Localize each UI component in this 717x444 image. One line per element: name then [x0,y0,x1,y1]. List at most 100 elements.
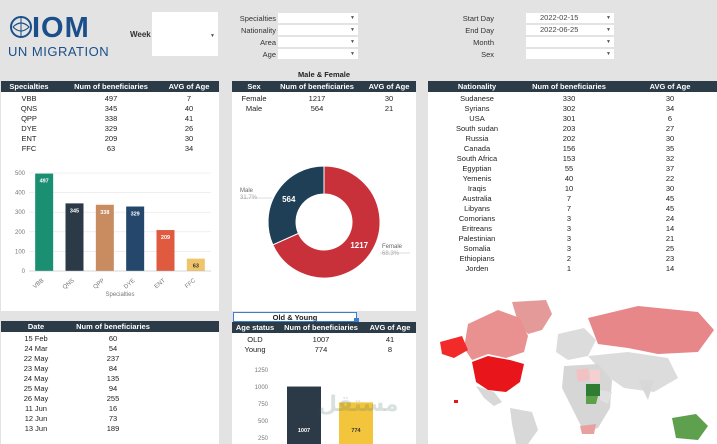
chevron-down-icon: ▼ [606,51,611,57]
table-cell: South sudan [455,124,499,133]
table-cell: QPP [21,114,37,123]
table-cell: 21 [665,234,675,243]
table-cell: USA [469,114,485,123]
table-row: 25 May 94 [1,384,219,394]
sex-panel: Sex Num of beneficiaries AVG of Age Fema… [232,81,416,311]
table-cell: Egyptian [462,164,492,173]
week-dropdown[interactable]: ▼ [152,12,218,56]
table-cell: 15 Feb [24,334,48,343]
world-map[interactable] [428,300,717,444]
table-cell: 1 [566,264,572,273]
area-dropdown[interactable]: ▼ [278,37,358,47]
bar-value-label: 63 [193,264,199,270]
table-cell: 2 [566,254,572,263]
end-day-picker[interactable]: 2022-06-25 ▼ [526,25,614,35]
sex-dropdown[interactable]: ▼ [526,49,614,59]
table-row: VBB 497 7 [1,94,219,104]
table-cell: South Africa [456,154,498,163]
table-cell: 41 [385,335,395,344]
filter-label-sex: Sex [481,50,494,59]
map-mexico [476,386,502,406]
table-cell: 302 [562,104,576,113]
table-cell: 202 [562,134,576,143]
bar-ffc[interactable] [186,258,205,271]
table-cell: 32 [665,154,675,163]
filter-label-end-day: End Day [465,26,494,35]
table-cell: 1217 [308,94,326,103]
map-europe [556,328,596,360]
bar-value-label: 1007 [298,428,310,434]
table-cell: Canada [463,144,491,153]
table-cell: 84 [108,364,118,373]
table-row: Female 1217 30 [232,94,416,104]
age-dropdown[interactable]: ▼ [278,49,358,59]
chevron-down-icon: ▼ [350,15,355,21]
logo-brand: IOM [32,12,90,44]
y-tick-label: 200 [15,230,26,236]
table-cell: Comorians [458,214,496,223]
table-cell: 22 May [23,354,49,363]
table-cell: 22 [665,174,675,183]
chevron-down-icon: ▼ [350,51,355,57]
selection-handle[interactable] [354,318,359,323]
table-row: 15 Feb 60 [1,334,219,344]
map-marker [454,400,458,403]
table-cell: 330 [562,94,576,103]
table-cell: Libyans [464,204,490,213]
bar-dye[interactable] [126,206,145,271]
map-south-america [510,408,538,444]
map-russia [588,306,714,354]
table-cell: 10 [564,184,574,193]
map-horn-of-africa [600,390,612,404]
bar-young[interactable] [339,402,373,444]
specialties-bar-chart: 0 100 200 300 400 500 497 VBB 345 QNS 338 QPP 329 DYE… [15,171,211,298]
table-cell: 3 [566,234,572,243]
bar-value-label: 329 [131,212,140,218]
date-panel: Date Num of beneficiaries 15 Feb 60 24 Mar… [1,321,219,444]
bar-old[interactable] [287,386,321,444]
bar-qpp[interactable] [95,204,114,271]
table-cell: 189 [106,424,120,433]
bar-vbb[interactable] [35,173,54,271]
table-cell: Male [245,104,263,113]
table-cell: 11 Jun [25,404,47,413]
table-cell: Ethiopians [459,254,495,263]
table-row: DYE 329 26 [1,124,219,134]
x-tick-label: VBB [32,278,45,290]
table-cell: 26 May [23,394,49,403]
start-day-picker[interactable]: 2022-02-15 ▼ [526,13,614,23]
male-legend-label: Male 31.7% [240,188,258,201]
bar-ent[interactable] [156,230,175,271]
table-cell: 209 [104,134,118,143]
age-table-header: Age status Num of beneficiaries AVG of A… [232,322,416,333]
table-cell: 6 [667,114,673,123]
table-cell: 35 [665,144,675,153]
filter-label-age: Age [262,50,276,59]
x-tick-label: QPP [93,278,107,291]
donut-value-label: 1217 [350,241,368,250]
y-tick-label: 400 [15,191,26,197]
watermark: مستقل [318,392,399,417]
table-cell: 3 [566,224,572,233]
donut-slice-female[interactable] [272,165,381,279]
table-row: 24 Mar 54 [1,344,219,354]
table-cell: 30 [384,94,394,103]
x-tick-label: DYE [123,278,136,291]
bar-qns[interactable] [65,203,84,271]
map-india [638,380,654,400]
age-bar-chart: 250 500 750 1000 1250 1007 774 [255,368,373,444]
chevron-down-icon: ▼ [350,39,355,45]
chevron-down-icon: ▼ [350,27,355,33]
chevron-down-icon: ▼ [606,15,611,21]
sex-section-title: Male & Female [297,70,351,79]
table-cell: 255 [106,394,120,403]
y-tick-label: 100 [15,249,26,255]
chevron-down-icon: ▼ [606,39,611,45]
donut-value-label: 564 [282,195,296,204]
nationality-dropdown[interactable]: ▼ [278,25,358,35]
specialties-dropdown[interactable]: ▼ [278,13,358,23]
month-dropdown[interactable]: ▼ [526,37,614,47]
age-panel: Age status Num of beneficiaries AVG of A… [232,322,416,444]
donut-slice-male[interactable] [267,165,325,246]
table-cell: 27 [665,124,675,133]
